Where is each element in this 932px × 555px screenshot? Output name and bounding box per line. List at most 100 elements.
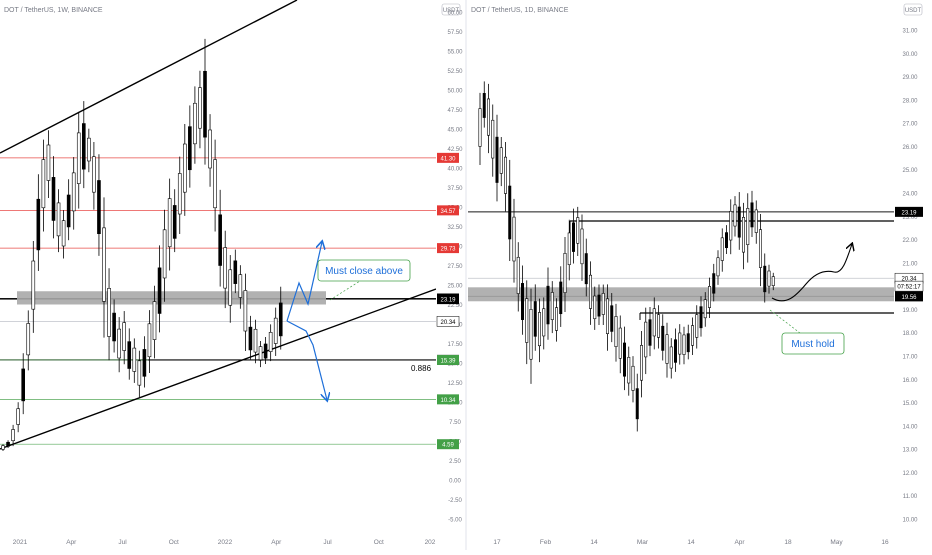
l-y-tick-label: -2.50	[448, 498, 462, 504]
left-channel-upper-line	[0, 0, 298, 154]
l-candle-body	[21, 368, 26, 402]
r-y-tick-label: 18.00	[902, 331, 918, 337]
right-panel: DOT / TetherUS, 1D, BINANCE USDT Must ho…	[468, 3, 924, 546]
l-candle-body	[56, 202, 61, 237]
r-candle-body	[635, 388, 639, 420]
l-candle-body	[36, 198, 41, 251]
right-callout-text: Must hold	[791, 339, 834, 350]
l-candle-body	[71, 172, 76, 212]
l-candle-body	[258, 346, 263, 361]
right-symbol-label: DOT / TetherUS, 1D, BINANCE	[471, 7, 569, 14]
r-candle-body	[486, 98, 490, 136]
l-candle-body	[203, 70, 207, 138]
l-y-tick-label: 22.50	[447, 303, 463, 309]
r-candle-body	[746, 208, 750, 245]
r-candle-body	[724, 232, 728, 249]
l-candle-body	[51, 177, 56, 221]
l-candle-body	[177, 173, 182, 215]
left-resistance-zone	[17, 291, 326, 305]
l-x-tick-label: Jul	[118, 539, 127, 546]
r-candle-body	[554, 307, 558, 331]
r-candle-body	[546, 285, 550, 325]
r-y-tick-label: 15.00	[902, 401, 918, 407]
l-candle-body	[117, 328, 121, 359]
l-candle-body	[1, 445, 5, 450]
r-candle-body	[520, 283, 524, 320]
l-candle-body	[228, 269, 233, 306]
l-x-tick-label: Oct	[169, 539, 179, 546]
l-candle-body	[167, 198, 172, 248]
r-candle-body	[550, 292, 554, 320]
l-candle-body	[147, 323, 152, 358]
r-candle-body	[614, 316, 618, 347]
l-candle-body	[82, 123, 86, 170]
l-x-tick-label: Apr	[66, 539, 77, 546]
r-y-tick-label: 25.00	[902, 168, 918, 174]
r-candle-body	[580, 228, 584, 265]
l-price-tag-label: 34.57	[440, 209, 456, 215]
l-y-tick-label: 57.50	[447, 30, 463, 36]
l-price-tag-box	[437, 243, 459, 254]
l-y-tick-label: 27.50	[447, 264, 463, 270]
l-price-tag-label: 41.30	[440, 156, 456, 162]
r-y-tick-label: 23.00	[902, 215, 918, 221]
r-candle-body	[703, 299, 707, 319]
r-candle-body	[737, 206, 741, 238]
r-y-tick-label: 19.00	[902, 308, 918, 314]
l-y-tick-label: 32.50	[447, 225, 463, 231]
l-candle-body	[6, 441, 10, 447]
l-y-tick-label: 0.00	[449, 479, 461, 485]
r-y-tick-label: 11.00	[903, 494, 918, 500]
r-candle-body	[758, 229, 762, 268]
r-y-tick-label: 31.00	[902, 29, 918, 35]
l-candle-body	[273, 317, 278, 344]
r-x-tick-label: 14	[590, 539, 598, 546]
r-y-tick-label: 10.00	[902, 518, 918, 524]
r-candle-body	[695, 314, 699, 338]
r-price-tag-label: 19.56	[901, 295, 917, 301]
r-candle-body	[686, 333, 690, 353]
r-candle-body	[678, 332, 682, 355]
left-bear-projection-arrow	[286, 320, 327, 400]
r-x-tick-label: 18	[784, 539, 792, 546]
l-candle-body	[157, 267, 162, 314]
l-price-tag-box	[437, 152, 459, 163]
r-candle-body	[644, 321, 648, 358]
l-candle-body	[243, 290, 248, 332]
r-candle-body	[699, 306, 703, 329]
r-candle-body	[631, 365, 635, 391]
r-candle-body	[763, 265, 767, 293]
r-candle-body	[661, 325, 665, 351]
r-candle-body	[741, 217, 745, 253]
left-callout-text: Must close above	[325, 266, 403, 277]
r-candle-body	[754, 209, 758, 233]
l-candle-body	[152, 301, 157, 340]
right-currency-badge: USDT	[905, 8, 922, 14]
r-candle-body	[673, 339, 677, 363]
r-candle-body	[491, 119, 495, 159]
r-candle-body	[597, 294, 601, 317]
r-candle-body	[601, 293, 605, 315]
r-candle-body	[690, 325, 694, 346]
r-price-tag-box	[895, 206, 923, 217]
l-candle-body	[26, 323, 31, 356]
left-fib-label: 0.886	[411, 364, 432, 373]
r-x-tick-label: 17	[493, 539, 501, 546]
r-candle-body	[525, 298, 529, 343]
r-price-tag-box	[895, 291, 923, 302]
r-y-tick-label: 17.00	[902, 355, 918, 361]
r-candle-body	[682, 334, 686, 355]
l-y-tick-label: 17.50	[447, 342, 463, 348]
r-candle-body	[767, 270, 771, 287]
l-candle-body	[248, 326, 253, 351]
left-callout-box	[317, 259, 411, 282]
l-price-tag-label: 29.73	[440, 247, 456, 253]
l-price-tag-box	[437, 439, 459, 450]
l-candle-body	[268, 332, 273, 352]
r-candle-body	[648, 319, 652, 346]
r-candle-body	[622, 342, 626, 377]
l-candle-body	[132, 347, 137, 372]
right-callout-box	[781, 332, 845, 355]
r-candle-body	[503, 156, 507, 194]
r-candle-body	[563, 253, 567, 293]
